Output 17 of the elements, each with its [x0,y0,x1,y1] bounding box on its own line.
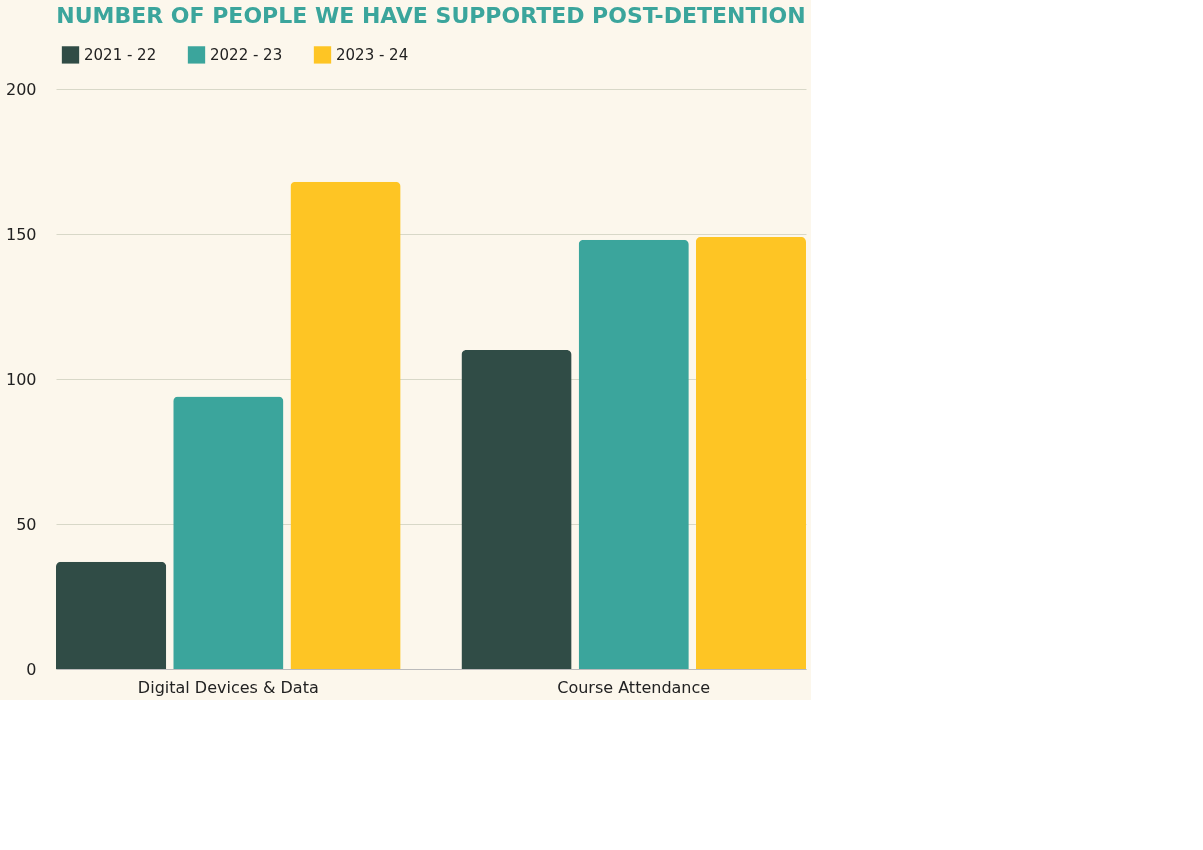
bar [56,561,167,669]
bar [695,236,806,669]
y-tick-label: 200 [5,79,37,99]
bar [461,350,572,669]
y-tick-label: 50 [16,514,37,534]
legend-label: 2022 - 23 [210,45,283,64]
legend-label: 2023 - 24 [336,45,409,64]
bar [290,181,401,669]
y-tick-label: 150 [5,224,37,244]
x-tick-label: Digital Devices & Data [137,677,319,697]
x-tick-label: Course Attendance [557,677,711,697]
y-tick-label: 0 [26,659,37,679]
legend-label: 2021 - 22 [84,45,157,64]
chart-title: NUMBER OF PEOPLE WE HAVE SUPPORTED POST-DETENTION [56,3,806,28]
bar [173,396,284,669]
y-tick-label: 100 [5,369,37,389]
bar [578,239,689,669]
